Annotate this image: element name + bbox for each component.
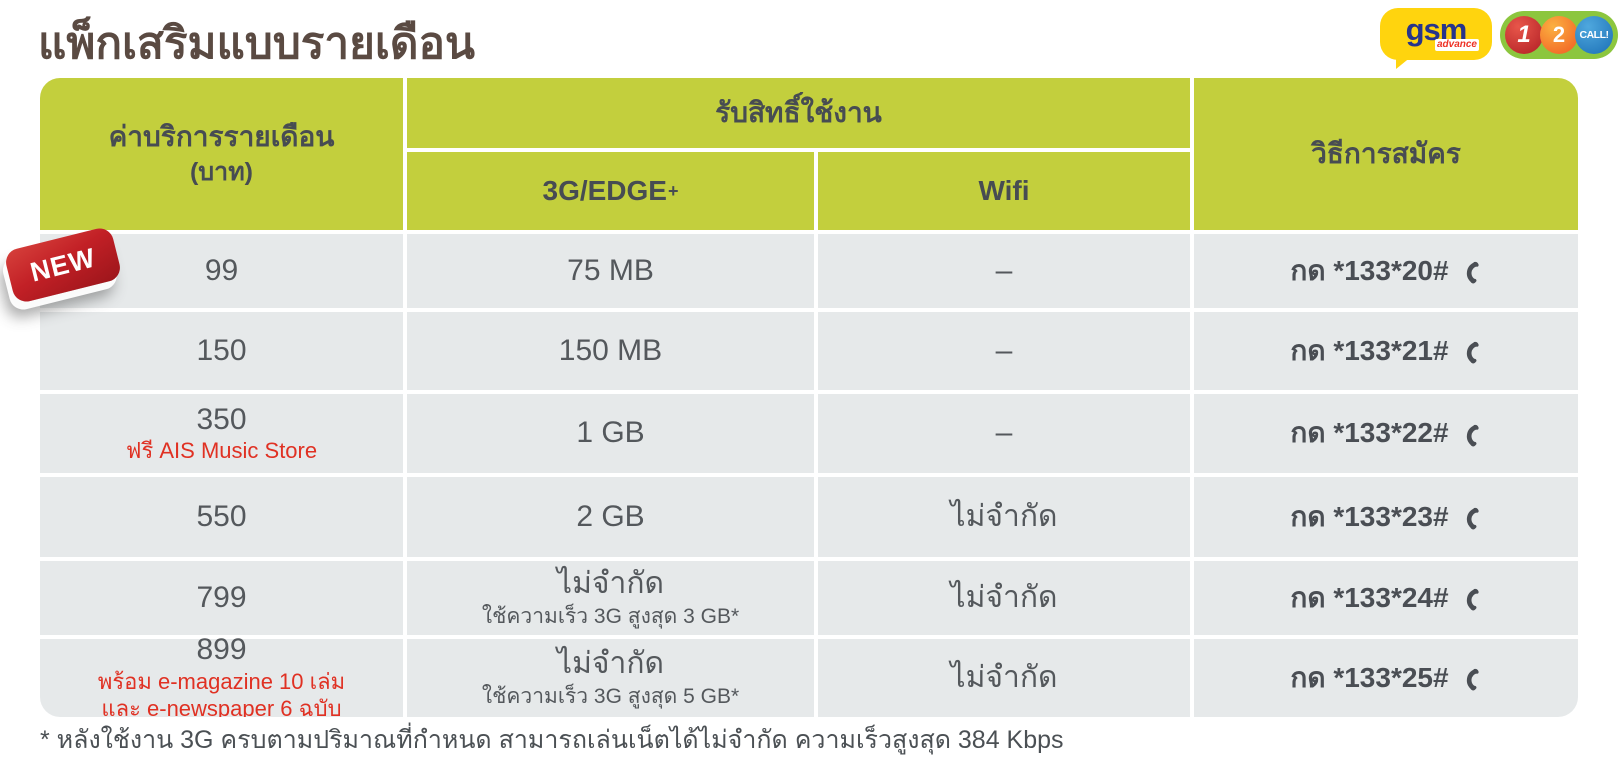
wifi-cell: – [818, 234, 1190, 308]
apply-cell: กด *133*23# [1194, 477, 1578, 557]
apply-code: กด *133*24# [1290, 581, 1449, 613]
price-cell: 550 [40, 477, 403, 557]
apply-code: กด *133*21# [1290, 334, 1449, 366]
header-monthly-fee-line1: ค่าบริการรายเดือน [108, 121, 335, 153]
wifi-value: ไม่จำกัด [950, 580, 1058, 614]
data-3g-value: ไม่จำกัด [557, 647, 664, 681]
price-value: 350 [196, 402, 247, 436]
data-3g-value: 1 GB [576, 416, 645, 450]
price-cell: 899 พร้อม e-magazine 10 เล่ม และ e-newsp… [40, 633, 403, 717]
one-2-call-circle-2: 2 [1540, 16, 1578, 54]
price-cell: 799 [40, 561, 403, 635]
data-3g-note: ใช้ความเร็ว 3G สูงสุด 3 GB* [481, 604, 740, 628]
apply-cell: กด *133*22# [1194, 394, 1578, 473]
header-how-to-apply: วิธีการสมัคร [1194, 78, 1578, 230]
data-3g-value: 150 MB [558, 333, 663, 367]
data-3g-note: ใช้ความเร็ว 3G สูงสุด 5 GB* [481, 684, 740, 708]
price-cell: 150 [40, 312, 403, 390]
data-3g-value: 75 MB [567, 253, 654, 287]
apply-cell: กด *133*21# [1194, 312, 1578, 390]
apply-cell: กด *133*25# [1194, 639, 1578, 717]
wifi-value: – [995, 333, 1013, 367]
data-3g-cell: ไม่จำกัด ใช้ความเร็ว 3G สูงสุด 3 GB* [407, 561, 814, 635]
apply-cell: กด *133*20# [1194, 234, 1578, 308]
apply-code: กด *133*23# [1290, 500, 1449, 532]
wifi-cell: – [818, 312, 1190, 390]
data-3g-cell: 2 GB [407, 477, 814, 557]
one-2-call-circle-1: 1 [1505, 16, 1543, 54]
apply-code: กด *133*22# [1290, 417, 1449, 449]
phone-icon [1466, 507, 1479, 530]
header-3g-edge-plus: + [667, 180, 679, 201]
wifi-value: – [995, 253, 1013, 287]
one-2-call-circle-call: CALL! [1575, 16, 1613, 54]
data-3g-cell: 1 GB [407, 394, 814, 473]
header-monthly-fee: ค่าบริการรายเดือน (บาท) [40, 78, 403, 230]
phone-icon [1466, 588, 1479, 611]
header-wifi: Wifi [818, 152, 1190, 230]
phone-icon [1466, 424, 1479, 446]
wifi-value: ไม่จำกัด [950, 660, 1058, 694]
phone-icon [1466, 668, 1479, 691]
price-value: 550 [196, 499, 247, 533]
header-3g-edge: 3G/EDGE + [407, 152, 814, 230]
price-value: 899 [196, 633, 247, 667]
header-benefits: รับสิทธิ์ใช้งาน [407, 78, 1190, 148]
apply-cell: กด *133*24# [1194, 561, 1578, 635]
wifi-cell: ไม่จำกัด [818, 639, 1190, 717]
data-3g-cell: ไม่จำกัด ใช้ความเร็ว 3G สูงสุด 5 GB* [407, 639, 814, 717]
phone-icon [1466, 261, 1479, 284]
price-value: 99 [204, 253, 239, 287]
price-note: ฟรี AIS Music Store [125, 438, 318, 463]
price-value: 150 [196, 333, 247, 367]
wifi-cell: – [818, 394, 1190, 473]
page-title: แพ็กเสริมแบบรายเดือน [38, 19, 475, 68]
wifi-cell: ไม่จำกัด [818, 561, 1190, 635]
data-3g-cell: 75 MB [407, 234, 814, 308]
header-3g-edge-label: 3G/EDGE [542, 175, 667, 206]
footnote: * หลังใช้งาน 3G ครบตามปริมาณที่กำหนด สาม… [40, 726, 1064, 754]
price-note: พร้อม e-magazine 10 เล่ม [97, 668, 346, 694]
price-note: และ e-newspaper 6 ฉบับ [101, 696, 342, 717]
price-cell: 350 ฟรี AIS Music Store [40, 394, 403, 473]
wifi-value: – [995, 416, 1013, 450]
one-2-call-logo: 1 2 CALL! [1500, 11, 1618, 59]
apply-code: กด *133*25# [1290, 661, 1449, 693]
price-value: 799 [196, 580, 247, 614]
gsm-advance-label: advance [1434, 39, 1479, 51]
data-3g-value: 2 GB [576, 499, 645, 533]
header-monthly-fee-unit: (บาท) [189, 158, 254, 187]
data-3g-cell: 150 MB [407, 312, 814, 390]
data-3g-value: ไม่จำกัด [557, 567, 664, 601]
wifi-cell: ไม่จำกัด [818, 477, 1190, 557]
phone-icon [1466, 341, 1479, 364]
apply-code: กด *133*20# [1290, 254, 1449, 286]
monthly-package-table: ค่าบริการรายเดือน (บาท) รับสิทธิ์ใช้งาน … [40, 78, 1578, 717]
wifi-value: ไม่จำกัด [950, 499, 1058, 533]
gsm-advance-logo: gsm advance [1380, 8, 1492, 69]
